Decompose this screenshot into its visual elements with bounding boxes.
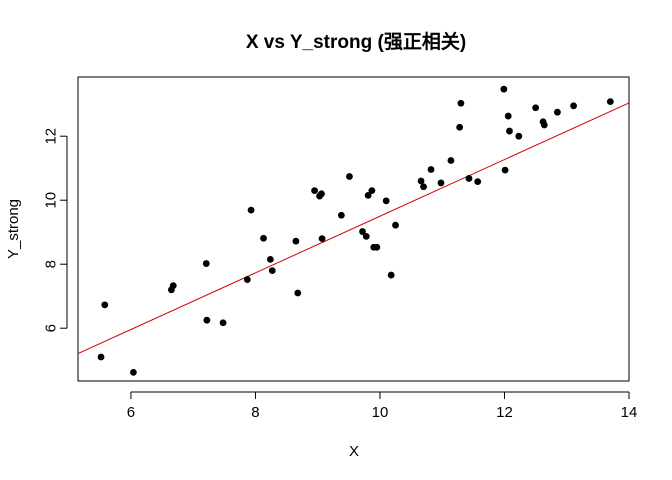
data-point — [387, 271, 395, 279]
data-point — [474, 178, 482, 186]
data-point — [506, 127, 513, 135]
data-point — [247, 206, 255, 214]
data-point — [364, 192, 372, 199]
data-point — [266, 256, 274, 263]
y-tick-label: 6 — [43, 324, 60, 332]
x-tick-label: 6 — [127, 404, 135, 421]
data-point — [570, 102, 577, 110]
data-point — [500, 85, 508, 93]
data-point — [373, 243, 381, 251]
data-point — [346, 173, 353, 180]
data-point — [554, 108, 561, 116]
data-point — [504, 112, 512, 120]
data-point — [420, 183, 427, 191]
data-point — [437, 179, 445, 187]
data-point — [382, 197, 390, 205]
data-point — [294, 289, 302, 297]
data-point — [97, 353, 105, 361]
x-tick-label: 12 — [496, 404, 513, 421]
plot-frame — [77, 76, 630, 382]
data-point — [337, 211, 345, 219]
y-tick-label: 10 — [43, 192, 60, 209]
data-point — [311, 187, 318, 195]
y-tick-label: 12 — [43, 128, 60, 145]
data-point — [243, 276, 251, 283]
data-point — [456, 123, 464, 131]
data-point — [101, 301, 109, 309]
x-tick-label: 10 — [372, 404, 389, 421]
data-point — [501, 166, 509, 174]
data-point — [606, 98, 614, 106]
data-point — [465, 175, 473, 182]
data-point — [540, 121, 548, 129]
data-point — [532, 104, 540, 112]
x-tick-label: 14 — [621, 404, 638, 421]
data-point — [359, 228, 366, 235]
data-point — [362, 232, 370, 240]
points-layer — [97, 85, 614, 376]
data-point — [392, 221, 399, 229]
data-point — [202, 260, 210, 267]
data-point — [268, 267, 276, 274]
axes-layer: 6 8 10 12 14 6 8 10 12 — [43, 128, 638, 421]
data-point — [457, 99, 465, 107]
data-point — [447, 157, 455, 164]
x-axis-label: X — [349, 443, 359, 460]
data-point — [417, 177, 425, 185]
regression-line — [77, 102, 630, 355]
data-point — [169, 282, 177, 290]
data-point — [318, 235, 326, 243]
fit-line-layer — [77, 102, 630, 355]
data-point — [203, 316, 211, 324]
data-point — [427, 166, 435, 173]
data-point — [318, 190, 325, 198]
data-point — [260, 234, 267, 242]
data-point — [219, 319, 227, 327]
y-axis-label: Y_strong — [5, 199, 22, 259]
x-tick-label: 8 — [251, 404, 259, 421]
y-tick-label: 8 — [43, 260, 60, 268]
chart-title: X vs Y_strong (强正相关) — [246, 30, 466, 53]
data-point — [130, 368, 137, 376]
data-point — [368, 187, 376, 195]
data-point — [515, 132, 523, 140]
data-point — [292, 237, 300, 245]
